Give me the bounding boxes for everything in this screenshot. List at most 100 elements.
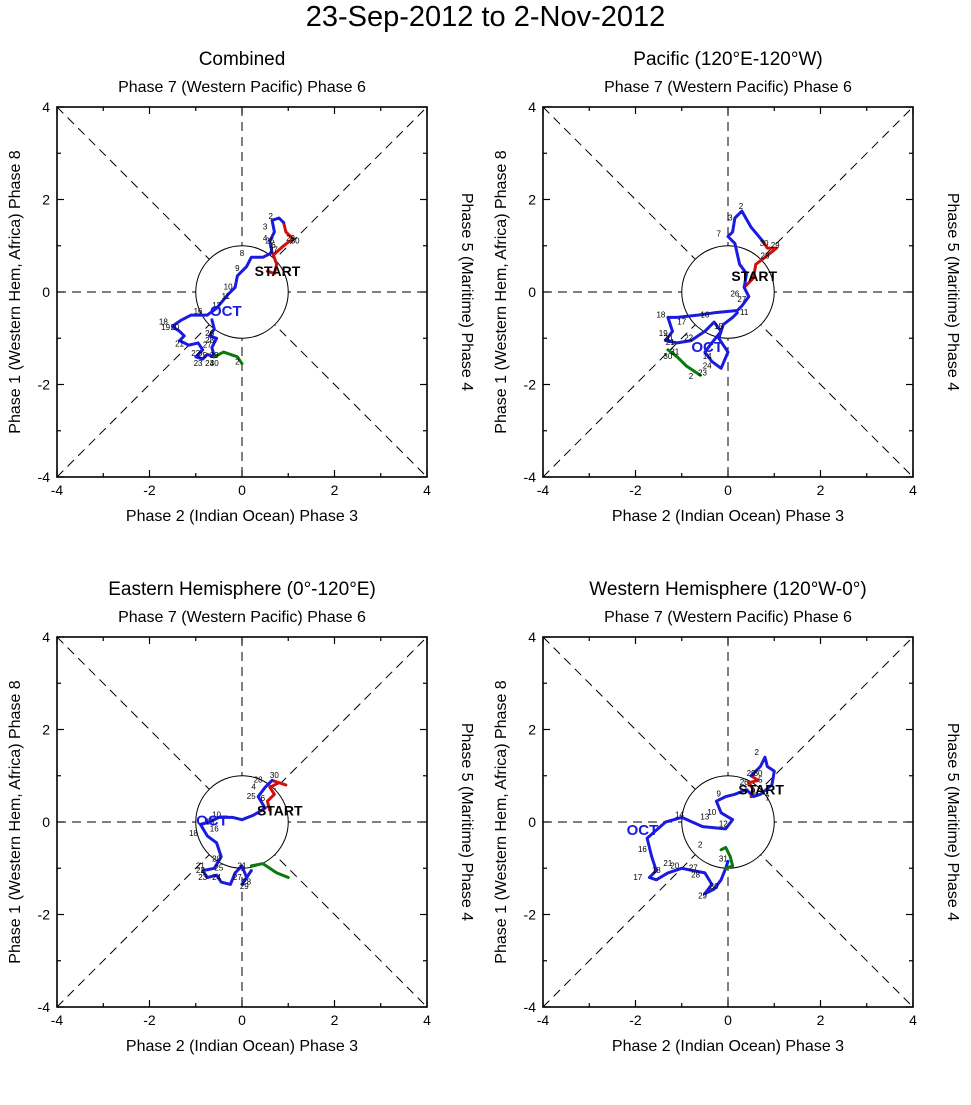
day-label: 18: [189, 829, 198, 838]
day-label: 31: [670, 347, 679, 356]
day-label: 21: [663, 859, 672, 868]
day-label: 15: [714, 322, 723, 331]
day-label: 29: [747, 769, 756, 778]
bottom-axis-label: Phase 2 (Indian Ocean) Phase 3: [612, 1038, 844, 1055]
y-tick-label: 2: [42, 722, 50, 738]
x-tick-label: -2: [629, 1012, 642, 1028]
y-tick-label: 4: [42, 629, 50, 645]
x-tick-label: 0: [724, 482, 732, 498]
series-line-october: [198, 778, 274, 886]
chart-title: Combined: [199, 49, 286, 70]
day-label: 28: [761, 252, 770, 261]
x-tick-label: -4: [537, 482, 550, 498]
day-label: 18: [656, 310, 665, 319]
unit-circle: [195, 245, 289, 339]
start-label: START: [255, 263, 301, 279]
day-label: 7: [765, 794, 770, 803]
day-label: 2: [235, 358, 240, 367]
x-tick-label: 2: [331, 482, 339, 498]
start-label: START: [257, 802, 303, 818]
x-tick-label: 4: [423, 1012, 431, 1028]
day-label: 30: [291, 236, 300, 245]
y-tick-label: -4: [38, 469, 51, 485]
day-label: 14: [675, 810, 684, 819]
day-label: 20: [663, 334, 672, 343]
day-label: 11: [740, 308, 749, 317]
series-line-october: [664, 209, 765, 370]
day-label: 23: [198, 873, 207, 882]
x-tick-label: 2: [817, 482, 825, 498]
y-tick-label: -2: [38, 907, 51, 923]
left-axis-label: Phase 1 (Western Hem, Africa) Phase 8: [7, 150, 24, 433]
day-label: 30: [210, 359, 219, 368]
x-tick-label: 0: [238, 1012, 246, 1028]
day-label: 30: [710, 882, 719, 891]
start-label: START: [738, 782, 784, 798]
x-tick-label: -4: [51, 1012, 64, 1028]
day-label: 30: [754, 769, 763, 778]
series-line-september: [742, 239, 779, 289]
day-label: 16: [210, 824, 219, 833]
day-label: 8: [751, 787, 756, 796]
day-label: 25: [214, 864, 223, 873]
series-line-november: [719, 845, 735, 870]
day-label: 8: [240, 249, 245, 258]
chart-title: Pacific (120°E-120°W): [633, 49, 822, 70]
day-label: 18: [652, 866, 661, 875]
day-label: 25: [198, 351, 207, 360]
bottom-axis-label: Phase 2 (Indian Ocean) Phase 3: [126, 1038, 358, 1055]
y-tick-label: -2: [38, 377, 51, 393]
y-tick-label: -4: [38, 999, 51, 1015]
day-label: 20: [170, 323, 179, 332]
day-label: 4: [251, 783, 256, 792]
day-label: 13: [700, 813, 709, 822]
day-label: 26: [205, 329, 214, 338]
panel-western-hemisphere: Western Hemisphere (120°W-0°) Phase 7 (We…: [486, 575, 971, 1105]
day-label: 19: [659, 329, 668, 338]
day-label: 12: [212, 301, 221, 310]
day-label: 28: [242, 877, 251, 886]
x-tick-label: 0: [238, 482, 246, 498]
series-line-september: [265, 221, 295, 275]
series-line-october: [645, 755, 776, 896]
day-label: 27: [203, 341, 212, 350]
day-label: 28: [691, 871, 700, 880]
month-label-oct: OCT: [210, 303, 242, 320]
panel-eastern-hemisphere: Eastern Hemisphere (0°-120°E) Phase 7 (We…: [0, 575, 485, 1105]
series-line-october: [171, 216, 286, 361]
right-axis-label: Phase 5 (Maritime) Phase 4: [458, 723, 475, 921]
left-axis-label: Phase 1 (Western Hem, Africa) Phase 8: [493, 680, 510, 963]
top-axis-label: Phase 7 (Western Pacific) Phase 6: [118, 609, 366, 626]
day-label: 10: [224, 283, 233, 292]
day-label: 2: [739, 202, 744, 211]
day-label: 22: [191, 349, 200, 358]
y-tick-label: 0: [42, 814, 50, 830]
y-tick-label: 0: [42, 284, 50, 300]
x-tick-label: 2: [817, 1012, 825, 1028]
day-label: 21: [666, 338, 675, 347]
x-tick-label: 4: [909, 1012, 917, 1028]
day-label: 10: [707, 808, 716, 817]
top-axis-label: Phase 7 (Western Pacific) Phase 6: [118, 79, 366, 96]
day-label: 2: [689, 372, 694, 381]
day-label: 29: [698, 891, 707, 900]
series-line-november: [249, 862, 290, 879]
day-label: 16: [194, 307, 203, 316]
day-label: 27: [269, 246, 278, 255]
day-label: 26: [730, 290, 739, 299]
panel-combined: Combined Phase 7 (Western Pacific) Phase …: [0, 45, 485, 575]
day-label: 9: [235, 264, 240, 273]
day-label: 29: [240, 882, 249, 891]
y-tick-label: -2: [524, 377, 537, 393]
day-label: 29: [210, 351, 219, 360]
bottom-axis-label: Phase 2 (Indian Ocean) Phase 3: [126, 508, 358, 525]
day-label: 2: [698, 840, 703, 849]
month-label-oct: OCT: [627, 822, 659, 839]
day-label: 3: [263, 223, 268, 232]
day-label: 24: [703, 361, 712, 370]
day-label: 17: [677, 317, 686, 326]
day-label: 21: [175, 340, 184, 349]
day-label: 28: [254, 776, 263, 785]
x-tick-label: -4: [51, 482, 64, 498]
day-label: 27: [689, 864, 698, 873]
